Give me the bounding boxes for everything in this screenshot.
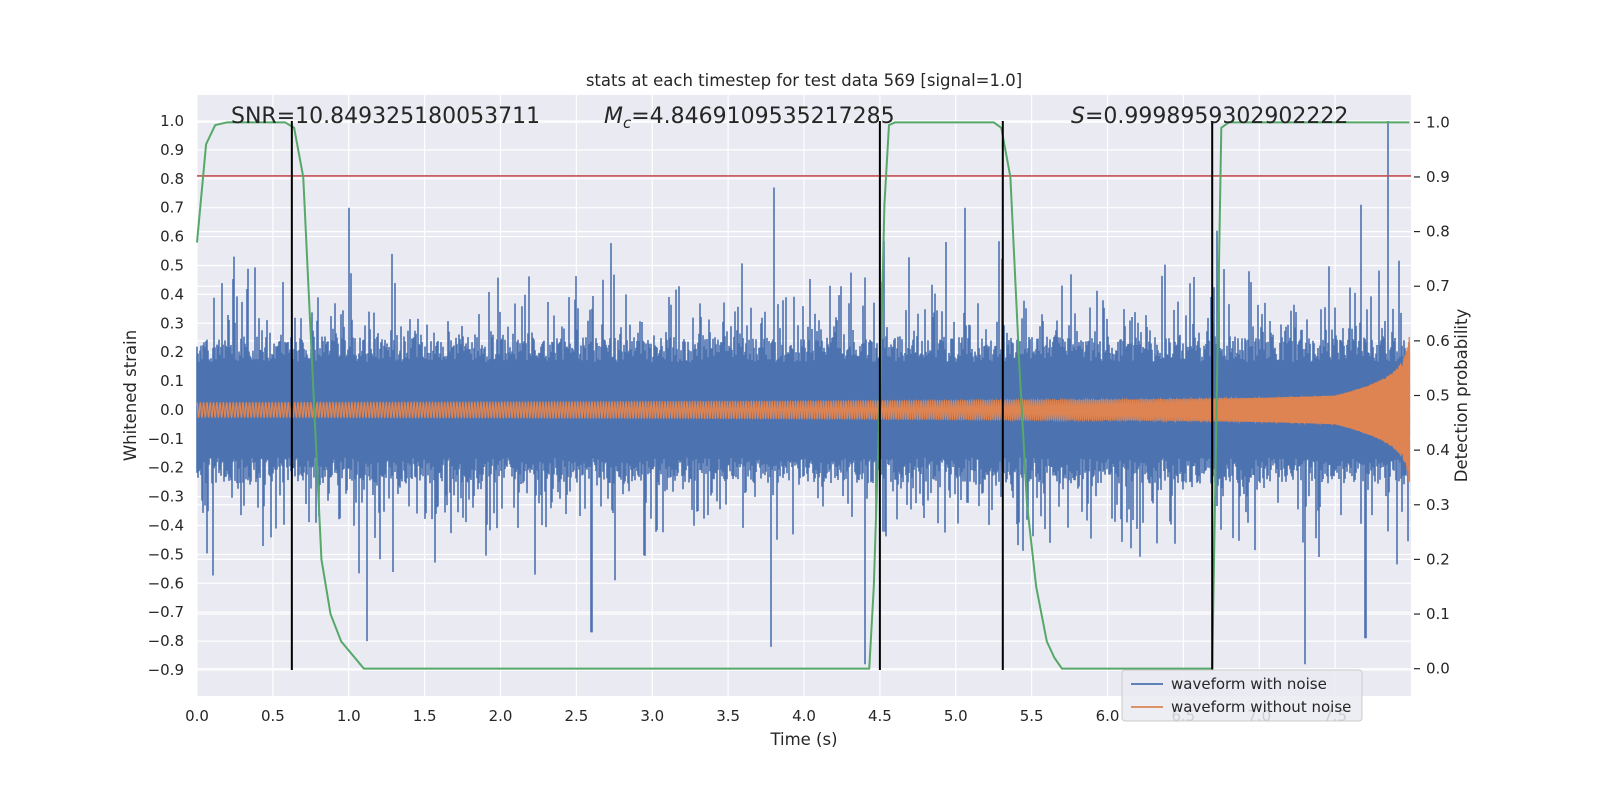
x-tick-label: 3.0: [640, 707, 664, 725]
y2-tick-label: 0.8: [1426, 223, 1450, 241]
snr-annotation: SNR=10.849325180053711: [231, 104, 540, 129]
segment-markers: [290, 121, 1214, 670]
x-tick-label: 3.5: [716, 707, 740, 725]
y-tick-label: 0.2: [160, 343, 184, 361]
y-tick-label: 0.8: [160, 170, 184, 188]
y-tick-label: −0.6: [148, 574, 184, 592]
legend: waveform with noise waveform without noi…: [1121, 669, 1363, 722]
y-tick-label: 0.4: [160, 285, 184, 303]
y-tick-label: 0.6: [160, 228, 184, 246]
score-annotation: S=0.9998959302902222: [1071, 104, 1348, 129]
x-tick-label: 4.0: [792, 707, 816, 725]
score-value: =0.9998959302902222: [1085, 104, 1348, 129]
y-tick-label: 0.3: [160, 314, 184, 332]
chirp-mass-annotation: Mc=4.8469109535217285: [604, 104, 895, 132]
y-tick-label: 0.5: [160, 256, 184, 274]
x-tick-label: 1.5: [413, 707, 437, 725]
x-tick-label: 1.0: [337, 707, 361, 725]
chirp-mass-symbol: M: [604, 104, 623, 129]
y-tick-label: −0.1: [148, 430, 184, 448]
x-tick-label: 0.0: [185, 707, 209, 725]
y2-tick-label: 0.9: [1426, 168, 1450, 186]
x-axis-label: Time (s): [769, 730, 837, 749]
legend-box: [1121, 669, 1363, 722]
y2-axis-label: Detection probability: [1452, 309, 1471, 483]
chart-title: stats at each timestep for test data 569…: [586, 71, 1022, 90]
y2-tick-label: 0.3: [1426, 496, 1450, 514]
score-symbol: S: [1071, 104, 1085, 129]
y2-tick-label: 0.1: [1426, 605, 1450, 623]
chirp-mass-value: =4.8469109535217285: [631, 104, 894, 129]
legend-entry-waveform-without-noise: waveform without noise: [1171, 698, 1351, 716]
y-tick-label: 0.0: [160, 401, 184, 419]
y-tick-label: −0.2: [148, 459, 184, 477]
y-axis-label: Whitened strain: [121, 330, 140, 461]
y2-tick-label: 0.5: [1426, 387, 1450, 405]
y-tick-label: −0.9: [148, 661, 184, 679]
y-tick-label: −0.8: [148, 632, 184, 650]
x-tick-label: 6.0: [1096, 707, 1120, 725]
y-tick-label: −0.4: [148, 517, 184, 535]
y2-tick-label: 0.0: [1426, 660, 1450, 678]
y2-ticks: 1.0 0.9 0.8 0.7 0.6 0.5 0.4 0.3 0.2 0.1 0.0: [1414, 113, 1450, 678]
y-ticks: 1.0 0.9 0.8 0.7 0.6 0.5 0.4 0.3 0.2 0.1 0.0 −0.1 −0.…: [148, 112, 184, 679]
x-tick-label: 5.0: [944, 707, 968, 725]
y2-tick-label: 0.4: [1426, 441, 1450, 459]
y-tick-label: 0.1: [160, 372, 184, 390]
y-tick-label: 0.9: [160, 141, 184, 159]
y-tick-label: −0.7: [148, 603, 184, 621]
y2-tick-label: 1.0: [1426, 113, 1450, 131]
x-tick-label: 0.5: [261, 707, 285, 725]
y2-tick-label: 0.6: [1426, 332, 1450, 350]
chirp-mass-subscript: c: [623, 114, 632, 132]
legend-entry-waveform-with-noise: waveform with noise: [1171, 675, 1327, 693]
x-tick-label: 5.5: [1020, 707, 1044, 725]
series-waveform-without-noise: [196, 336, 1411, 483]
y2-tick-label: 0.2: [1426, 550, 1450, 568]
chirp-trace: [196, 336, 1411, 483]
x-tick-label: 2.5: [564, 707, 588, 725]
y-tick-label: −0.3: [148, 488, 184, 506]
y-tick-label: 0.7: [160, 199, 184, 217]
x-tick-label: 2.0: [489, 707, 513, 725]
y-tick-label: 1.0: [160, 112, 184, 130]
y-tick-label: −0.5: [148, 545, 184, 563]
y2-tick-label: 0.7: [1426, 277, 1450, 295]
x-tick-label: 4.5: [868, 707, 892, 725]
